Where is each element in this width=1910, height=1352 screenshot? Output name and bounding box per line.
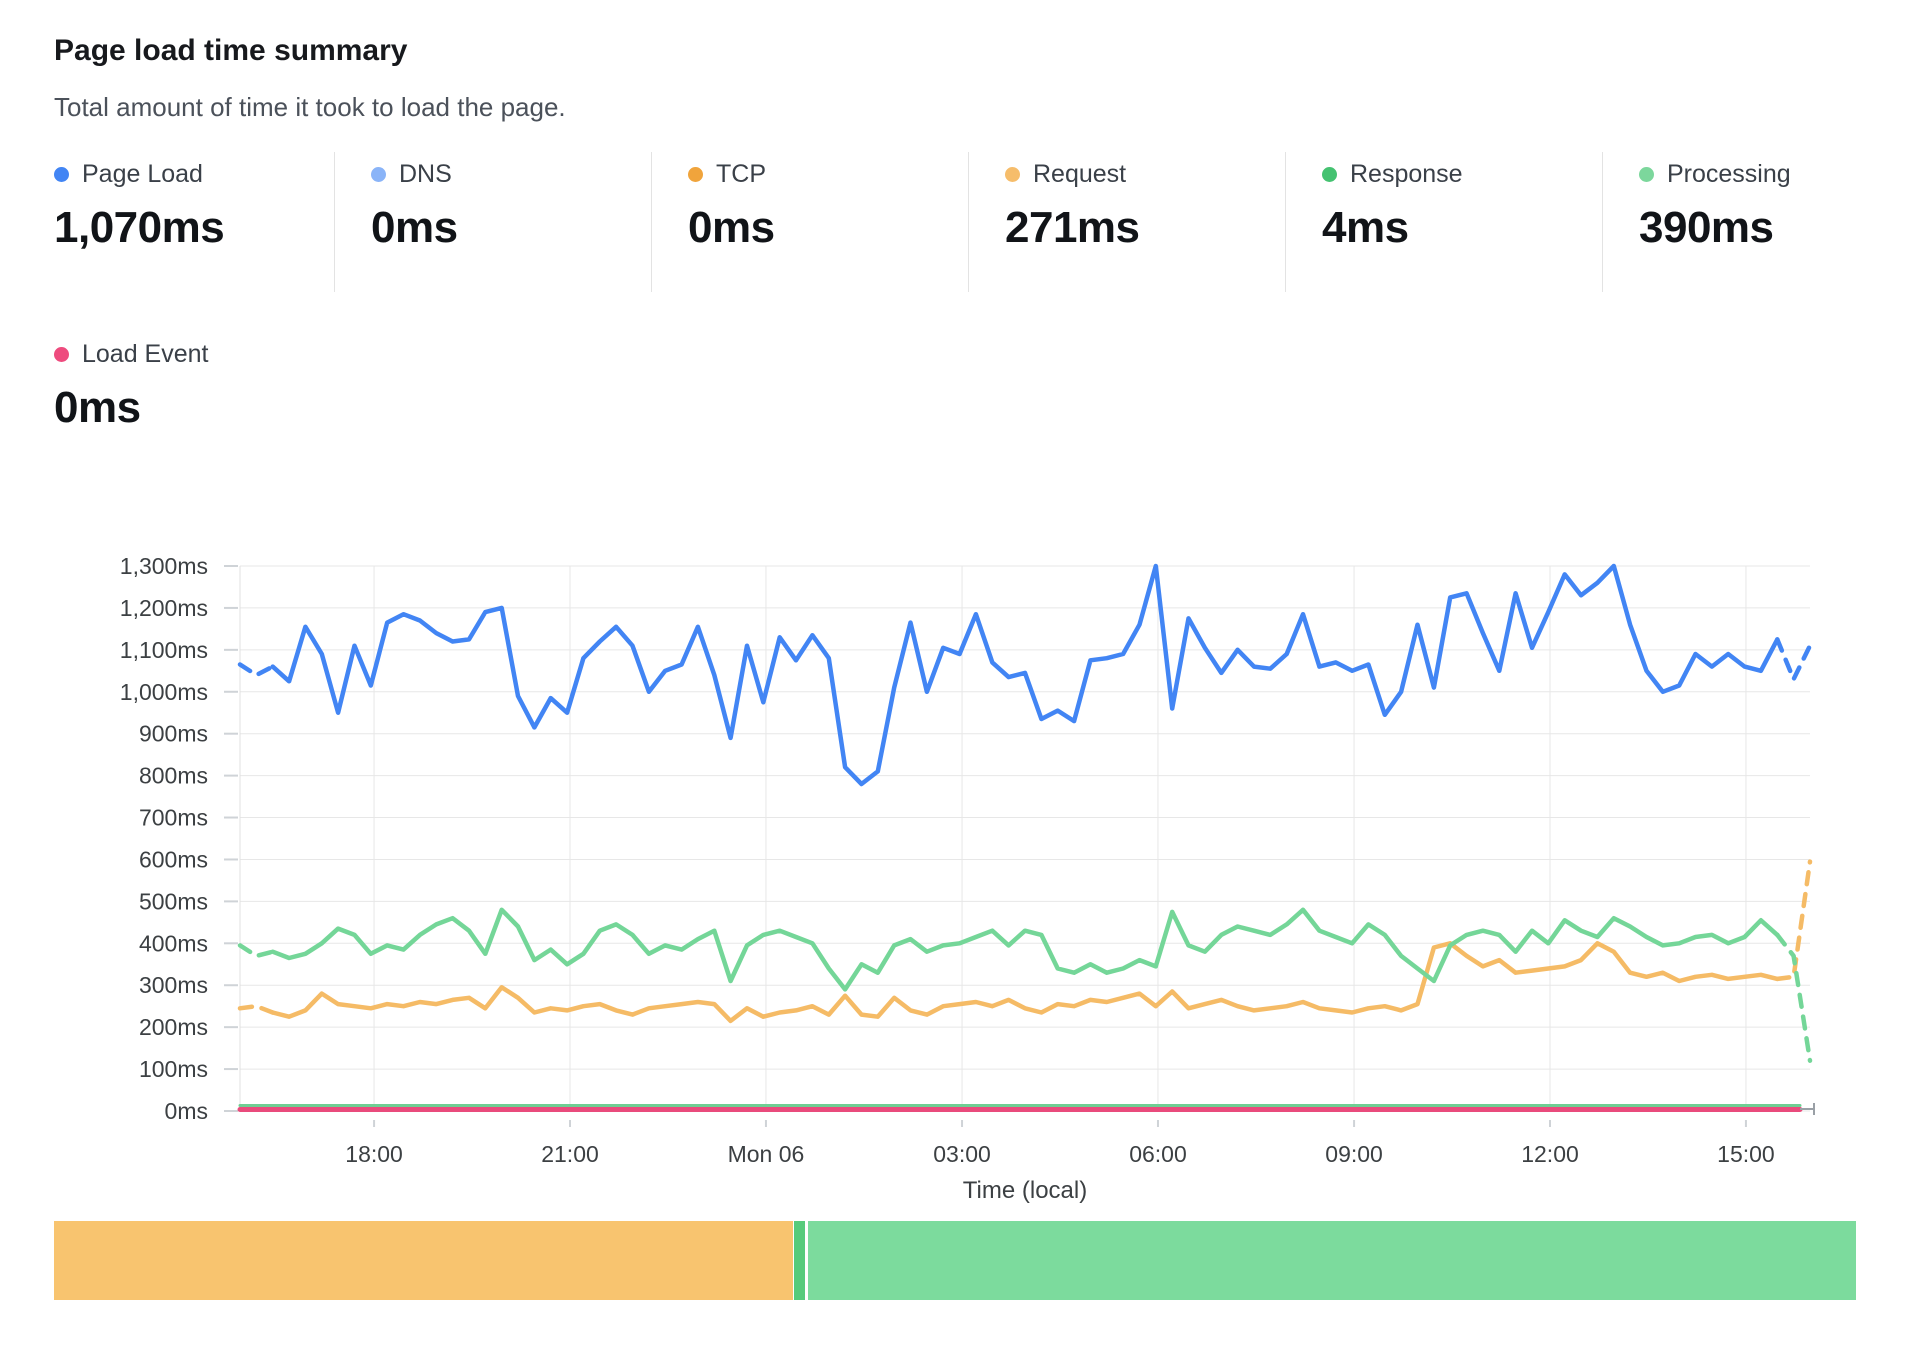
stat-value: 0ms: [688, 203, 775, 252]
stat-label: Response: [1350, 160, 1463, 188]
y-axis-label: 800ms: [139, 763, 208, 789]
stat-value: 0ms: [54, 383, 141, 432]
series-line-request-dash-end: [1775, 859, 1813, 982]
stat-divider: [1285, 152, 1286, 292]
y-axis-label: 200ms: [139, 1014, 208, 1040]
y-axis-label: 600ms: [139, 846, 208, 872]
legend-dot-icon: [1005, 167, 1020, 182]
series-line-processing-dash-start: [237, 943, 275, 959]
y-axis-label: 500ms: [139, 888, 208, 914]
y-axis-label: 100ms: [139, 1056, 208, 1082]
stat-value: 271ms: [1005, 203, 1140, 252]
y-axis-label: 300ms: [139, 972, 208, 998]
stat-label: Load Event: [82, 340, 209, 368]
legend-dot-icon: [54, 347, 69, 362]
legend-dot-icon: [1322, 167, 1337, 182]
series-line-processing-dash-end: [1775, 932, 1813, 1063]
series-line-page-load-dash-end: [1775, 637, 1813, 682]
stat-card-dns[interactable]: DNS 0ms: [371, 160, 671, 253]
stat-value: 1,070ms: [54, 203, 225, 252]
legend-dot-icon: [371, 167, 386, 182]
y-axis-label: 0ms: [165, 1098, 208, 1124]
stat-value: 0ms: [371, 203, 458, 252]
stat-divider: [968, 152, 969, 292]
stat-label: DNS: [399, 160, 452, 188]
page-load-time-chart[interactable]: 0ms 100ms 200ms 300ms 400ms 500ms 600ms 700ms 80…: [0, 440, 1910, 1220]
stat-label: Request: [1033, 160, 1127, 188]
operational-notch[interactable]: [793, 1221, 805, 1300]
x-axis-label: Mon 06: [728, 1141, 805, 1167]
stat-card-tcp[interactable]: TCP 0ms: [688, 160, 988, 253]
x-axis-title: Time (local): [963, 1177, 1087, 1204]
stat-card-load-event[interactable]: Load Event 0ms: [54, 340, 354, 433]
series-line-request: [270, 941, 1780, 1024]
chart-svg[interactable]: 0ms 100ms 200ms 300ms 400ms 500ms 600ms 700ms 80…: [0, 440, 1910, 1220]
x-axis-label: 18:00: [345, 1141, 403, 1167]
stat-divider: [651, 152, 652, 292]
stat-label: Processing: [1667, 160, 1791, 188]
degraded-segment[interactable]: [54, 1221, 793, 1300]
stat-divider: [1602, 152, 1603, 292]
stat-card-processing[interactable]: Processing 390ms: [1639, 160, 1910, 253]
stat-divider: [334, 152, 335, 292]
series-line-page-load-dash-start: [237, 662, 275, 678]
stat-label: Page Load: [82, 160, 203, 188]
y-axis-label: 900ms: [139, 721, 208, 747]
stat-card-response[interactable]: Response 4ms: [1322, 160, 1622, 253]
x-axis-label: 21:00: [541, 1141, 599, 1167]
legend-dot-icon: [54, 167, 69, 182]
x-axis-label: 15:00: [1717, 1141, 1775, 1167]
series-line-request-dash-start: [237, 1003, 275, 1015]
page-title: Page load time summary: [54, 34, 408, 67]
y-axis-label: 700ms: [139, 805, 208, 831]
status-timeline-bar[interactable]: [54, 1221, 1856, 1300]
legend-dot-icon: [1639, 167, 1654, 182]
stat-value: 390ms: [1639, 203, 1774, 252]
x-axis-label: 12:00: [1521, 1141, 1579, 1167]
y-axis-label: 1,200ms: [120, 595, 208, 621]
stat-card-page-load[interactable]: Page Load 1,070ms: [54, 160, 354, 253]
y-axis-label: 400ms: [139, 930, 208, 956]
operational-segment[interactable]: [807, 1221, 1856, 1300]
series-line-page-load: [270, 563, 1780, 787]
x-axis-label: 09:00: [1325, 1141, 1383, 1167]
x-axis-label: 06:00: [1129, 1141, 1187, 1167]
x-axis-label: 03:00: [933, 1141, 991, 1167]
y-axis-label: 1,100ms: [120, 637, 208, 663]
series-line-processing: [270, 907, 1780, 992]
stat-value: 4ms: [1322, 203, 1409, 252]
stat-label: TCP: [716, 160, 766, 188]
page-subtitle: Total amount of time it took to load the…: [54, 92, 566, 122]
y-axis-label: 1,300ms: [120, 553, 208, 579]
y-axis-label: 1,000ms: [120, 679, 208, 705]
stat-card-request[interactable]: Request 271ms: [1005, 160, 1305, 253]
legend-dot-icon: [688, 167, 703, 182]
